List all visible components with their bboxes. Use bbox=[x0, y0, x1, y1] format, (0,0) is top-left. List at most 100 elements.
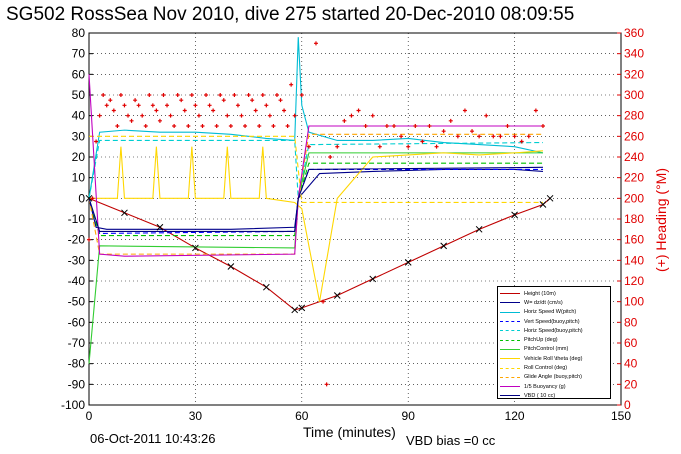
heading-point bbox=[232, 93, 237, 97]
legend-entry: Roll Control (deg) bbox=[500, 363, 608, 372]
heading-point bbox=[140, 113, 145, 118]
heading-point bbox=[182, 108, 187, 113]
y-left-tick-label: 50 bbox=[72, 88, 86, 102]
y-right-tick-label: 180 bbox=[624, 212, 644, 226]
heading-point bbox=[193, 103, 198, 108]
heading-point bbox=[477, 134, 482, 139]
y-left-tick-label: -90 bbox=[68, 377, 86, 391]
heading-point bbox=[165, 103, 170, 108]
heading-point bbox=[441, 129, 446, 134]
height-marker bbox=[440, 242, 448, 250]
heading-point bbox=[278, 98, 283, 103]
heading-point bbox=[90, 196, 95, 201]
heading-point bbox=[97, 113, 102, 118]
y-left-tick-label: 30 bbox=[72, 129, 86, 143]
legend-swatch bbox=[500, 339, 520, 341]
heading-point bbox=[239, 113, 244, 118]
legend-label: Horiz Speed(buoy,pitch) bbox=[524, 327, 583, 334]
y-left-tick-label: -40 bbox=[68, 274, 86, 288]
heading-point bbox=[136, 103, 141, 108]
legend-swatch bbox=[500, 330, 520, 332]
heading-point bbox=[299, 93, 304, 97]
heading-point bbox=[104, 103, 109, 108]
legend-swatch bbox=[500, 358, 520, 360]
heading-point bbox=[189, 93, 194, 97]
heading-point bbox=[118, 93, 123, 97]
heading-point bbox=[399, 134, 404, 139]
heading-point bbox=[257, 124, 262, 128]
heading-point bbox=[196, 113, 201, 118]
heading-point bbox=[207, 103, 212, 108]
heading-point bbox=[235, 103, 240, 108]
y-left-tick-label: 10 bbox=[72, 171, 86, 185]
legend-entry: Vert Speed(buoy,pitch) bbox=[500, 317, 608, 326]
heading-point bbox=[324, 382, 329, 387]
height-marker bbox=[404, 259, 412, 266]
heading-point bbox=[154, 108, 159, 113]
heading-point bbox=[427, 124, 432, 128]
y-left-tick-label: 40 bbox=[72, 109, 86, 123]
heading-point bbox=[204, 93, 209, 97]
legend-swatch bbox=[500, 348, 520, 350]
legend-entry: PitchControl (mm) bbox=[500, 345, 608, 354]
heading-point bbox=[161, 93, 166, 97]
heading-point bbox=[122, 103, 127, 108]
heading-point bbox=[292, 113, 297, 118]
y-axis-right-label: (+) Heading (°M) bbox=[653, 167, 669, 273]
y-right-tick-label: 220 bbox=[624, 171, 644, 185]
heading-point bbox=[172, 124, 177, 128]
y-left-tick-label: -70 bbox=[68, 336, 86, 350]
y-left-tick-label: 80 bbox=[72, 26, 86, 40]
y-right-tick-label: 240 bbox=[624, 150, 644, 164]
heading-point bbox=[321, 299, 326, 304]
heading-point bbox=[377, 144, 382, 149]
heading-point bbox=[211, 108, 216, 113]
series-line bbox=[88, 74, 543, 257]
heading-point bbox=[115, 124, 120, 128]
x-tick-label: 30 bbox=[189, 409, 203, 423]
y-right-tick-label: 120 bbox=[624, 274, 644, 288]
legend-label: Height (10m) bbox=[524, 290, 556, 297]
legend-label: VBD ( 10 cc) bbox=[524, 392, 556, 399]
x-tick-label: 90 bbox=[402, 409, 416, 423]
heading-point bbox=[94, 139, 99, 144]
y-left-tick-label: 0 bbox=[78, 191, 85, 205]
heading-point bbox=[470, 129, 475, 134]
y-left-tick-label: 20 bbox=[72, 150, 86, 164]
y-right-tick-label: 20 bbox=[624, 377, 638, 391]
heading-point bbox=[406, 144, 411, 149]
heading-point bbox=[111, 108, 116, 113]
heading-point bbox=[420, 139, 425, 144]
heading-point bbox=[225, 113, 230, 118]
height-marker bbox=[333, 292, 341, 299]
heading-point bbox=[484, 113, 489, 118]
heading-point bbox=[526, 134, 531, 139]
y-left-tick-label: -100 bbox=[61, 398, 85, 412]
height-marker bbox=[475, 225, 483, 233]
heading-point bbox=[101, 93, 106, 97]
heading-point bbox=[157, 118, 162, 123]
height-marker bbox=[227, 263, 235, 270]
height-marker bbox=[511, 211, 518, 219]
x-tick-label: 150 bbox=[611, 409, 631, 423]
y-left-tick-label: -50 bbox=[68, 295, 86, 309]
y-left-tick-label: -80 bbox=[68, 357, 86, 371]
heading-point bbox=[168, 113, 173, 118]
height-marker bbox=[156, 223, 164, 231]
heading-point bbox=[491, 134, 496, 139]
heading-point bbox=[392, 124, 397, 128]
legend-label: 1/5 Buoyancy (g) bbox=[524, 383, 566, 390]
height-marker bbox=[121, 209, 128, 217]
series-line bbox=[88, 133, 543, 255]
heading-point bbox=[498, 134, 503, 139]
heading-point bbox=[282, 108, 287, 113]
series-line bbox=[89, 146, 544, 302]
legend-entry: Horiz Speed W(pitch) bbox=[500, 308, 608, 317]
legend-entry: Height (10m) bbox=[500, 289, 608, 298]
heading-point bbox=[133, 98, 138, 103]
chart-legend: Height (10m) W= dz/dt (cm/s) Horiz Speed W… bbox=[497, 286, 611, 399]
heading-point bbox=[186, 124, 191, 128]
heading-point bbox=[175, 93, 180, 97]
legend-entry: Horiz Speed(buoy,pitch) bbox=[500, 326, 608, 335]
